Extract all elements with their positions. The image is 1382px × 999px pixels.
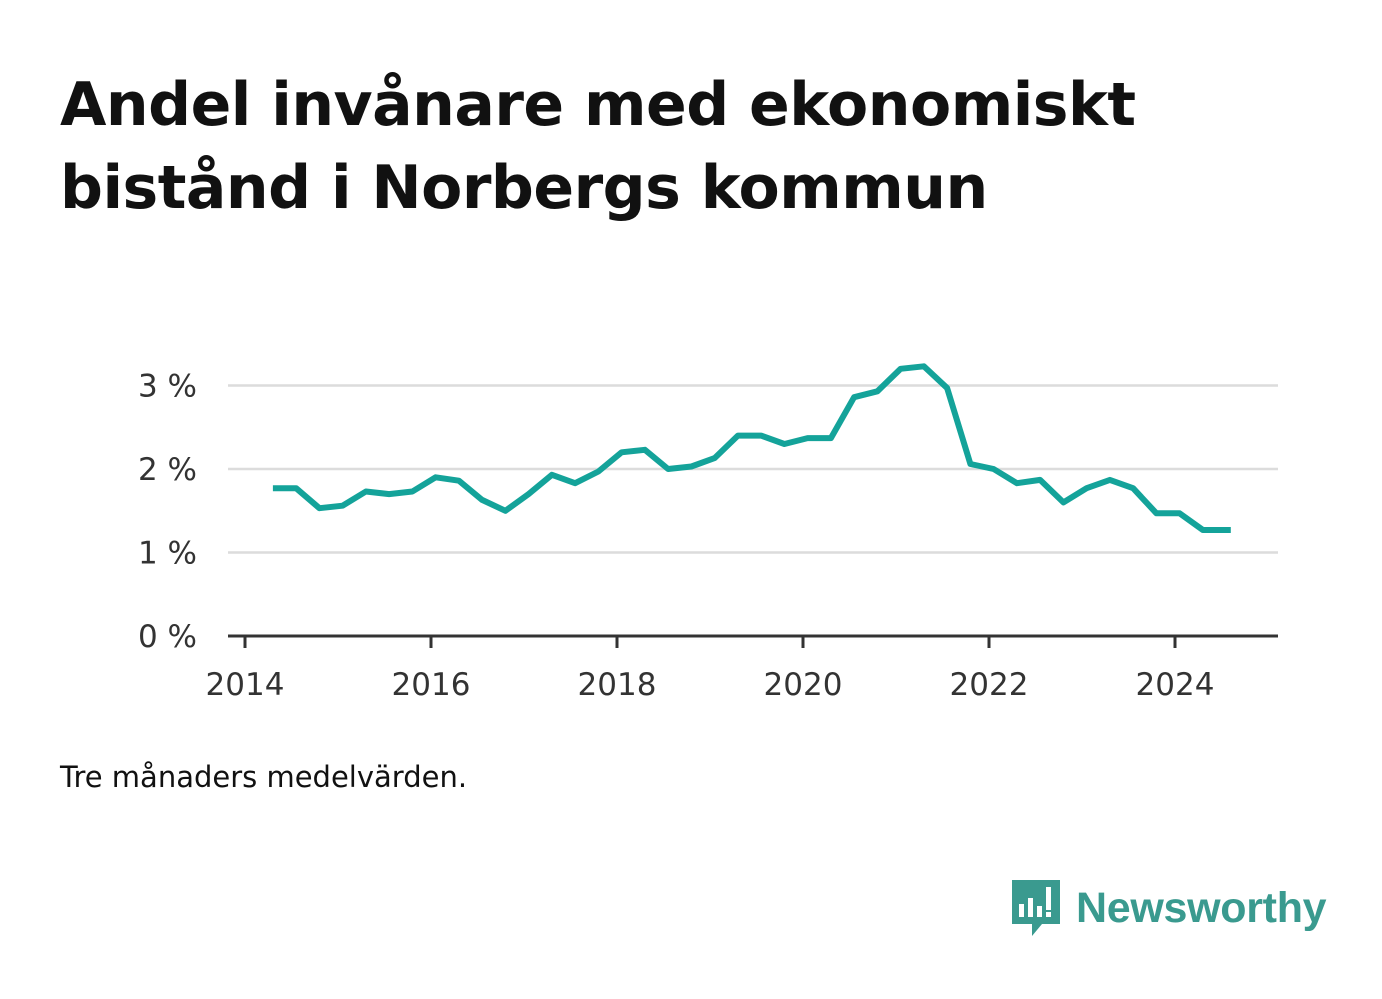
x-tick-label: 2016 (392, 667, 471, 703)
x-tick-label: 2020 (764, 667, 843, 703)
y-tick-label: 3 % (138, 369, 197, 405)
line-chart: 0 % 1 % 2 % 3 % 2014 2016 2018 2020 2022 2024 (138, 363, 1278, 703)
chart-title: Andel invånare med ekonomiskt bistånd i … (60, 70, 1136, 223)
x-tick-label: 2018 (578, 667, 657, 703)
y-tick-label: 0 % (138, 619, 197, 655)
series-line (272, 363, 1231, 533)
y-tick-label: 2 % (138, 452, 197, 488)
logo-bar-1 (1019, 904, 1024, 917)
brand-name: Newsworthy (1076, 883, 1327, 932)
x-axis: 2014 2016 2018 2020 2022 2024 (206, 634, 1278, 703)
x-tick-label: 2024 (1136, 667, 1215, 703)
x-tick-label: 2014 (206, 667, 285, 703)
logo-bar-4 (1046, 887, 1051, 910)
logo-bar-2 (1028, 898, 1033, 917)
series-group (272, 363, 1231, 533)
x-tick-label: 2022 (950, 667, 1029, 703)
gridlines (228, 384, 1278, 554)
y-tick-label: 1 % (138, 536, 197, 572)
chart-note: Tre månaders medelvärden. (60, 760, 468, 794)
logo-bar-3 (1037, 906, 1042, 917)
brand-logo: Newsworthy (1010, 878, 1327, 938)
y-axis-labels: 0 % 1 % 2 % 3 % (138, 369, 197, 656)
newsworthy-logo-icon (1012, 880, 1060, 936)
logo-dot (1046, 912, 1051, 917)
